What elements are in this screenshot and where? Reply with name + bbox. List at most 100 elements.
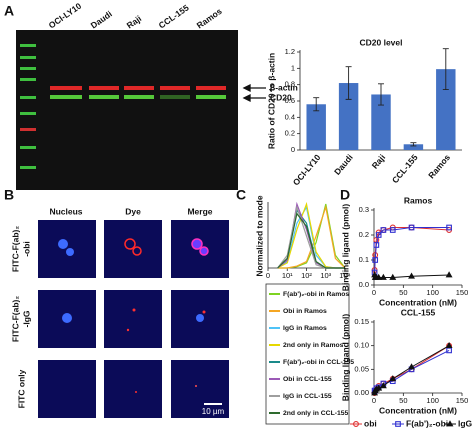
legend-label: 2nd only in CCL-155 [283,410,349,417]
x-tick-label: 150 [456,396,469,405]
x-tick-label: 50 [399,288,407,297]
x-tick-label: 150 [456,288,469,297]
category-label: Daudi [332,152,355,177]
legend-label: IgG [458,418,473,428]
band-label: β-actin [270,82,298,92]
y-axis-label: Binding ligand (pmol) [340,314,350,402]
bar [403,144,424,150]
lane-label: Ramos [195,6,224,31]
chart-title: Ramos [404,195,433,205]
marker [373,242,380,248]
x-axis-label: Concentration (nM) [379,405,457,415]
error-bar [378,83,384,106]
x-tick-label: 0 [372,396,376,405]
band-label: CD20 [270,92,292,102]
legend-label: F(ab')₂-obi in Ramos [283,291,349,298]
marker [353,421,359,427]
legend-label: F(ab')₂-obi in CCL-155 [283,359,354,366]
x-axis-label: Concentration (nM) [379,297,457,307]
cells [58,238,209,393]
marker [446,224,452,231]
panel-label: B [4,187,14,203]
y-tick-label: 0.05 [354,364,369,373]
marker [445,341,453,349]
category-label: OCI-LY10 [291,152,323,187]
marker [372,257,379,263]
y-tick-label: 0.2 [359,230,369,239]
bar [338,83,359,150]
chart-title: CCL-155 [401,307,436,317]
y-tick-label: 0.6 [285,96,295,105]
y-tick-label: 0 [291,145,295,154]
x-tick-label: 0 [266,271,270,280]
fit-line [374,227,450,271]
category-label: CCL-155 [390,152,420,185]
marker [389,273,397,280]
y-axis-label: Ratio of CD20 to β-actin [266,53,276,149]
ladder [20,44,36,169]
marker [389,375,397,382]
y-axis-label: Binding ligand (pmol) [340,204,350,292]
bar [371,94,391,150]
x-tick-label: 100 [426,288,439,297]
row-label: FITC-F(ab)₂ [10,226,20,272]
bar [306,104,326,150]
legend-label: IgG in CCL-155 [283,393,332,400]
marker [408,272,415,279]
legend-label: Obi in CCL-155 [283,376,332,383]
row-label: -obi [21,241,31,257]
error-bar [313,97,320,112]
row-label: -IgG [21,310,31,327]
microscopy: Nucleus Dye Merge 10 µm FITC-F(ab)₂ -obi… [10,206,229,418]
row-label: FITC only [16,369,26,408]
legend-box [265,283,350,425]
x-tick-label: 10⁴ [339,271,351,280]
legend-label: Obi in Ramos [283,308,327,315]
fit-line [374,227,450,273]
marker [375,273,383,280]
row-label: FITC-F(ab)₂ [10,296,20,342]
column-header: Dye [125,206,141,216]
y-tick-label: 0.00 [354,388,369,397]
y-tick-label: 0.2 [285,129,295,138]
column-header: Merge [187,206,212,216]
bands [50,86,226,99]
marker [408,224,415,231]
y-tick-label: 1 [291,63,295,72]
category-label: Raji [370,152,388,170]
legend-label: F(ab')₂-obi [406,418,448,428]
y-tick-label: 0.1 [359,255,369,264]
x-tick-label: 10³ [320,271,331,280]
chart-title: CD20 level [360,37,403,47]
lane-label: Daudi [89,9,114,31]
panel-label: C [236,187,246,203]
panel-label: D [340,187,350,203]
marker [389,227,396,233]
legend-label: IgG in Ramos [283,325,327,332]
x-tick-label: 10² [301,271,312,280]
lane-label: Raji [125,13,144,30]
y-tick-label: 0.3 [359,205,369,214]
legend-label: 2nd only in Ramos [283,342,344,349]
histogram-line [277,212,345,269]
column-header: Nucleus [49,206,82,216]
category-label: Ramos [426,152,452,180]
y-tick-label: 0.4 [285,112,295,121]
marker [408,363,415,370]
marker [380,227,387,233]
x-tick-label: 100 [426,396,439,405]
bar [436,69,456,150]
x-tick-label: 0 [372,288,376,297]
arrows [242,83,266,103]
lane-label: CCL-155 [157,2,191,30]
marker [445,271,453,278]
y-tick-label: 1.2 [285,47,295,56]
panel-label: A [4,3,14,19]
marker [379,273,387,280]
x-tick-label: 10¹ [282,271,293,280]
marker [446,347,452,354]
y-tick-label: 0.0 [359,280,369,289]
blot: OCI-LY10 Daudi Raji CCL-155 Ramos β-acti… [16,1,298,190]
y-axis-label: Normalized to mode [254,195,264,277]
